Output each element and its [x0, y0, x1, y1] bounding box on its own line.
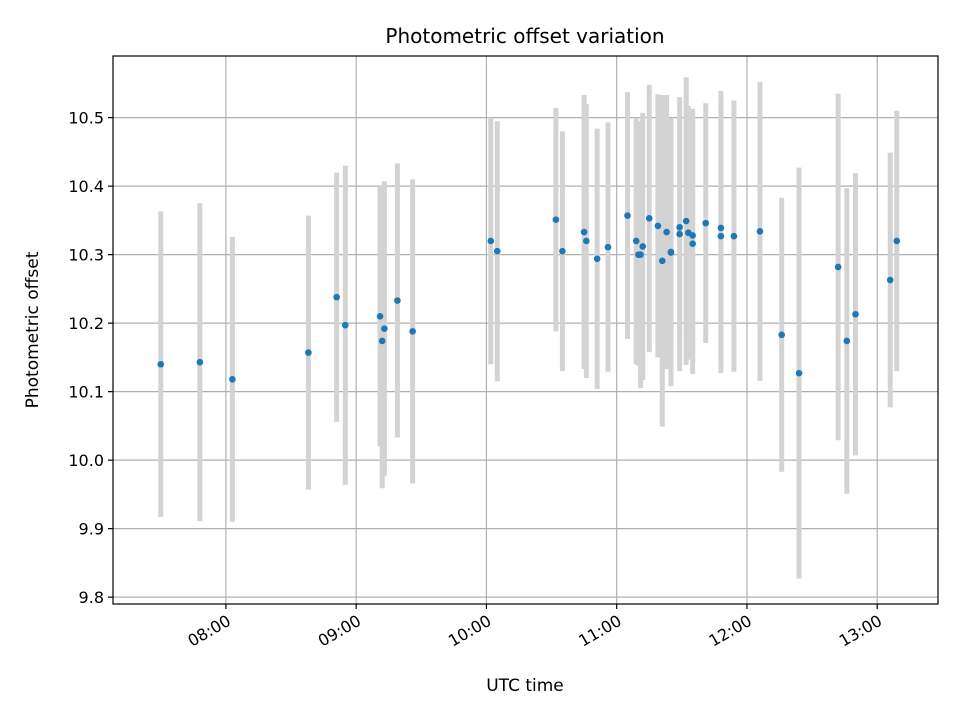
data-point	[717, 224, 725, 232]
data-point	[559, 247, 566, 255]
data-point	[893, 237, 901, 245]
data-point	[689, 240, 696, 247]
data-point	[582, 237, 590, 245]
data-point	[378, 337, 386, 345]
data-point	[552, 216, 560, 224]
data-point	[632, 237, 640, 245]
y-tick-label: 9.9	[79, 520, 104, 539]
data-point	[654, 222, 662, 230]
data-point	[229, 376, 236, 383]
data-point	[409, 328, 416, 335]
data-points	[157, 212, 901, 383]
y-tick-label: 9.8	[79, 588, 104, 607]
data-point	[843, 337, 851, 345]
data-point	[593, 255, 601, 263]
y-tick-label: 10.1	[68, 383, 104, 402]
data-point	[658, 257, 666, 265]
data-point	[756, 228, 764, 235]
y-axis-label: Photometric offset	[23, 251, 43, 408]
data-point	[580, 228, 588, 236]
data-point	[689, 232, 696, 239]
data-point	[333, 293, 340, 301]
data-point	[487, 237, 495, 245]
x-axis-label: UTC time	[486, 676, 564, 696]
data-point	[663, 228, 670, 236]
data-point	[376, 313, 384, 320]
data-point	[676, 230, 683, 238]
data-point	[676, 223, 683, 231]
data-point	[795, 369, 803, 377]
y-tick-label: 10.3	[68, 246, 104, 265]
data-point	[196, 358, 204, 366]
plot-frame	[112, 55, 939, 605]
data-point	[381, 325, 388, 332]
data-point	[342, 321, 349, 329]
data-point	[394, 297, 401, 304]
data-point	[667, 249, 675, 256]
y-tick-label: 10.4	[68, 177, 104, 196]
data-point	[730, 232, 738, 240]
y-tick-label: 10.0	[68, 451, 104, 470]
y-tick-label: 10.2	[68, 314, 104, 333]
y-tick-label: 10.5	[68, 109, 104, 128]
data-point	[604, 243, 612, 251]
data-point	[834, 263, 842, 271]
data-point	[645, 215, 653, 222]
data-point	[682, 217, 690, 225]
chart-title: Photometric offset variation	[385, 24, 664, 48]
data-point	[778, 331, 785, 339]
data-point	[852, 310, 859, 318]
data-point	[624, 212, 631, 219]
data-point	[717, 232, 725, 240]
data-point	[702, 219, 709, 227]
data-point	[493, 247, 501, 255]
data-point	[157, 360, 165, 368]
data-point	[637, 251, 644, 258]
data-point	[305, 349, 312, 356]
data-point	[886, 276, 894, 284]
data-point	[639, 243, 647, 250]
